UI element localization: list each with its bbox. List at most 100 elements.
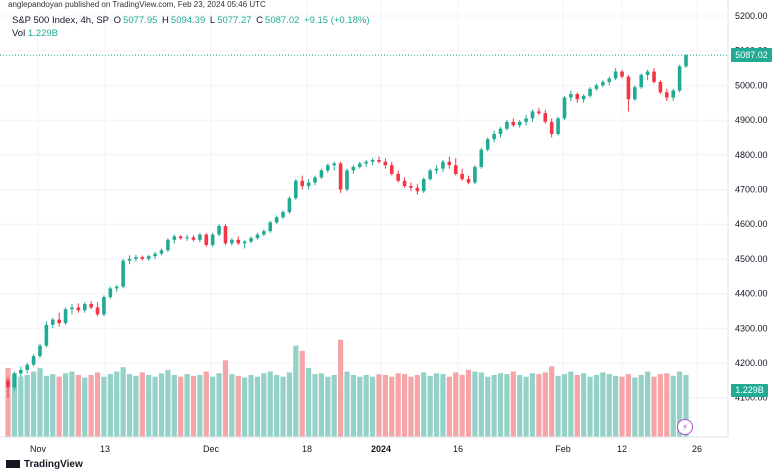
volume-bar bbox=[536, 374, 542, 437]
candle-body bbox=[665, 92, 669, 98]
candle-body bbox=[383, 161, 388, 166]
volume-bar bbox=[56, 376, 62, 437]
candle-body bbox=[236, 239, 241, 244]
candle-body bbox=[166, 239, 170, 251]
candle-body bbox=[421, 179, 426, 192]
candle-body bbox=[626, 76, 631, 100]
candle-body bbox=[428, 170, 432, 180]
candle-body bbox=[230, 239, 234, 244]
candle-body bbox=[434, 168, 439, 171]
candle-body bbox=[12, 373, 17, 388]
candle-body bbox=[543, 113, 548, 122]
volume-bar bbox=[369, 376, 376, 437]
time-tick-label: 12 bbox=[617, 444, 627, 454]
volume-bar bbox=[190, 375, 197, 437]
volume-bar bbox=[382, 374, 388, 437]
candle-body bbox=[102, 297, 106, 315]
candle-body bbox=[178, 236, 183, 239]
candle-body bbox=[581, 95, 586, 100]
candle-body bbox=[639, 74, 644, 88]
change-value: +9.15 (+0.18%) bbox=[304, 15, 370, 26]
volume-bar bbox=[37, 368, 43, 437]
candle-body bbox=[249, 238, 253, 242]
candle-body bbox=[223, 225, 228, 244]
volume-bar bbox=[395, 373, 401, 437]
volume-bar bbox=[632, 377, 638, 437]
candle-body bbox=[76, 307, 81, 311]
volume-bar bbox=[75, 374, 81, 437]
volume-bar bbox=[338, 339, 344, 437]
volume-bars bbox=[5, 339, 689, 437]
price-tick-label: 4400.00 bbox=[735, 289, 768, 299]
candlesticks bbox=[6, 54, 688, 398]
candle-body bbox=[268, 222, 273, 232]
volume-bar bbox=[114, 371, 120, 437]
tradingview-logo: TradingView bbox=[6, 459, 83, 470]
volume-bar bbox=[427, 375, 433, 437]
candle-body bbox=[389, 165, 394, 174]
candle-body bbox=[601, 81, 605, 86]
volume-bar bbox=[517, 374, 523, 437]
volume-bar bbox=[587, 376, 593, 437]
price-tick-label: 4800.00 bbox=[735, 150, 768, 160]
volume-bar bbox=[152, 376, 158, 437]
volume-value: 1.229B bbox=[27, 28, 58, 39]
candle-body bbox=[114, 286, 119, 289]
volume-bar bbox=[101, 376, 107, 437]
symbol-title: S&P 500 Index, 4h, SP bbox=[12, 15, 110, 26]
volume-bar bbox=[408, 376, 414, 437]
candle-body bbox=[473, 166, 477, 183]
brand-name: TradingView bbox=[24, 459, 83, 470]
volume-bar bbox=[274, 374, 280, 437]
volume-bar bbox=[107, 374, 113, 437]
volume-bar bbox=[280, 376, 286, 437]
candle-body bbox=[652, 71, 656, 82]
candle-body bbox=[262, 231, 266, 235]
candle-body bbox=[409, 186, 413, 188]
volume-bar bbox=[638, 374, 644, 437]
time-tick-label: Feb bbox=[555, 444, 571, 454]
volume-bar bbox=[318, 373, 325, 437]
candle-body bbox=[530, 111, 535, 119]
volume-bar bbox=[312, 374, 318, 437]
candle-body bbox=[57, 319, 61, 324]
volume-bar bbox=[497, 373, 504, 437]
candle-body bbox=[556, 118, 560, 134]
volume-bar bbox=[133, 375, 139, 437]
candle-body bbox=[70, 307, 74, 310]
volume-bar bbox=[254, 376, 261, 437]
volume-bar bbox=[69, 371, 75, 437]
volume-bar bbox=[433, 373, 440, 437]
time-tick-label: 13 bbox=[100, 444, 110, 454]
candle-body bbox=[517, 121, 522, 126]
symbol-legend: S&P 500 Index, 4h, SP O 5077.95 H 5094.39 … bbox=[12, 15, 372, 26]
lightning-icon[interactable]: ⚡ bbox=[677, 419, 693, 435]
volume-bar bbox=[306, 368, 312, 437]
candle-body bbox=[198, 234, 202, 240]
price-axis: 5200.005100.005000.004900.004800.004700.… bbox=[735, 11, 768, 403]
volume-bar bbox=[325, 376, 331, 437]
high-value: 5094.39 bbox=[170, 15, 206, 26]
volume-bar bbox=[568, 371, 574, 437]
low-value: 5077.27 bbox=[217, 15, 252, 26]
price-tick-label: 4700.00 bbox=[735, 185, 768, 195]
price-tick-label: 4100.00 bbox=[735, 393, 768, 403]
candle-body bbox=[313, 177, 317, 183]
volume-bar bbox=[62, 373, 69, 437]
volume-bar bbox=[171, 374, 177, 437]
candle-body bbox=[633, 87, 637, 100]
candle-body bbox=[281, 212, 285, 218]
price-tick-label: 4200.00 bbox=[735, 358, 768, 368]
candle-body bbox=[569, 94, 573, 98]
volume-bar bbox=[146, 374, 152, 437]
candle-body bbox=[485, 139, 490, 150]
candle-body bbox=[274, 217, 279, 223]
last-price-badge: 5087.02 bbox=[731, 48, 772, 62]
price-tick-label: 4500.00 bbox=[735, 254, 768, 264]
candle-body bbox=[377, 160, 381, 162]
volume-bar bbox=[24, 374, 30, 437]
candle-body bbox=[25, 364, 29, 370]
candle-body bbox=[44, 324, 49, 346]
candle-body bbox=[300, 180, 305, 187]
